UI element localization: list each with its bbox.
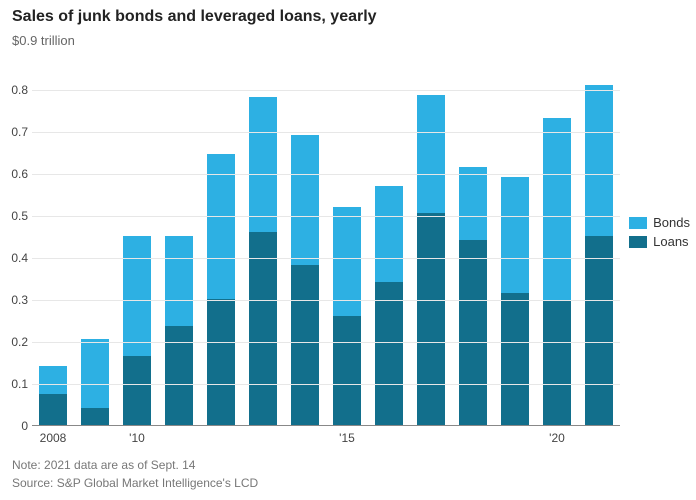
y-axis-unit-label: $0.9 trillion: [12, 33, 75, 48]
gridline: [32, 132, 620, 133]
chart-title: Sales of junk bonds and leveraged loans,…: [12, 8, 377, 26]
y-tick-label: 0.3: [8, 293, 28, 307]
bar-seg-loans: [543, 301, 571, 425]
gridline: [32, 216, 620, 217]
gridline: [32, 384, 620, 385]
bar-2009: [81, 339, 109, 425]
bar-seg-loans: [39, 394, 67, 426]
legend-label-loans: Loans: [653, 234, 688, 249]
bar-seg-loans: [459, 240, 487, 425]
bar-seg-loans: [249, 232, 277, 425]
bar-seg-bonds: [249, 97, 277, 231]
bars-layer: [32, 48, 620, 425]
bar-2010: [123, 236, 151, 425]
gridline: [32, 90, 620, 91]
y-tick-label: 0.6: [8, 167, 28, 181]
y-tick-label: 0.5: [8, 209, 28, 223]
y-tick-label: 0: [8, 419, 28, 433]
bar-seg-bonds: [165, 236, 193, 326]
bar-2020: [543, 118, 571, 425]
bar-seg-bonds: [207, 154, 235, 299]
y-tick-label: 0.4: [8, 251, 28, 265]
y-tick-label: 0.1: [8, 377, 28, 391]
bar-seg-loans: [291, 265, 319, 425]
x-tick-label: '15: [339, 425, 355, 445]
bar-seg-bonds: [291, 135, 319, 265]
bar-2018: [459, 167, 487, 425]
bar-seg-bonds: [459, 167, 487, 241]
bar-2011: [165, 236, 193, 425]
legend: Bonds Loans: [629, 215, 690, 253]
bar-seg-bonds: [417, 95, 445, 213]
bar-seg-loans: [417, 213, 445, 425]
bar-seg-loans: [585, 236, 613, 425]
bar-seg-bonds: [543, 118, 571, 301]
bar-seg-loans: [501, 293, 529, 425]
y-tick-label: 0.2: [8, 335, 28, 349]
y-tick-label: 0.8: [8, 83, 28, 97]
gridline: [32, 300, 620, 301]
chart-container: Sales of junk bonds and leveraged loans,…: [0, 0, 696, 500]
bar-seg-loans: [207, 299, 235, 425]
bar-2016: [375, 186, 403, 425]
bar-seg-bonds: [39, 366, 67, 393]
gridline: [32, 342, 620, 343]
gridline: [32, 174, 620, 175]
plot-area: 00.10.20.30.40.50.60.70.82008'10'15'20: [32, 48, 620, 426]
bar-seg-loans: [81, 408, 109, 425]
bar-seg-bonds: [501, 177, 529, 293]
legend-item-bonds: Bonds: [629, 215, 690, 230]
bar-seg-loans: [123, 356, 151, 425]
bar-2015: [333, 207, 361, 425]
bar-seg-bonds: [123, 236, 151, 356]
legend-swatch-loans: [629, 236, 647, 248]
bar-2008: [39, 366, 67, 425]
bar-seg-bonds: [375, 186, 403, 283]
bar-seg-bonds: [585, 85, 613, 236]
bar-2013: [249, 97, 277, 425]
bar-seg-bonds: [81, 339, 109, 408]
x-tick-label: '10: [129, 425, 145, 445]
x-tick-label: '20: [549, 425, 565, 445]
gridline: [32, 258, 620, 259]
bar-seg-loans: [333, 316, 361, 425]
bar-2021: [585, 85, 613, 425]
y-tick-label: 0.7: [8, 125, 28, 139]
bar-2019: [501, 177, 529, 425]
bar-seg-loans: [375, 282, 403, 425]
chart-note: Note: 2021 data are as of Sept. 14: [12, 458, 195, 472]
chart-source: Source: S&P Global Market Intelligence's…: [12, 476, 258, 490]
bar-2017: [417, 95, 445, 425]
bar-2014: [291, 135, 319, 425]
legend-item-loans: Loans: [629, 234, 690, 249]
legend-swatch-bonds: [629, 217, 647, 229]
legend-label-bonds: Bonds: [653, 215, 690, 230]
x-tick-label: 2008: [40, 425, 67, 445]
